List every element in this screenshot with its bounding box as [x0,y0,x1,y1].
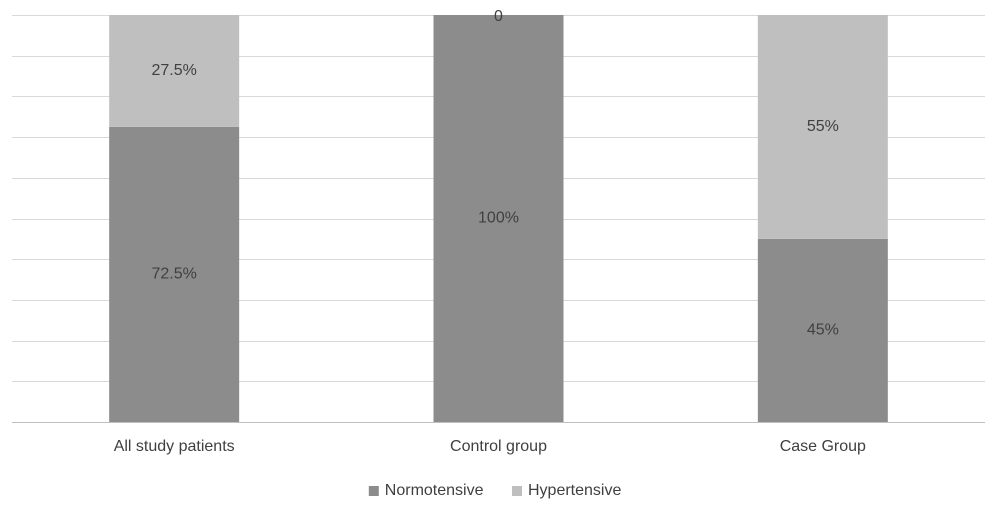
data-label-hypertensive-1: 27.5% [151,62,196,79]
bar-normotensive-2 [433,15,564,422]
legend-swatch-normotensive [368,486,379,496]
data-label-hypertensive-3: 55% [807,118,839,135]
legend: Normotensive Hypertensive [368,482,621,499]
data-label-hypertensive-2: 0 [494,8,503,25]
category-axis-labels: All study patients Control group Case Grou… [114,438,866,455]
data-label-normotensive-2: 100% [478,210,519,227]
legend-label-hypertensive: Hypertensive [528,482,621,499]
data-label-normotensive-3: 45% [807,322,839,339]
bars [109,15,888,423]
category-label: All study patients [114,438,235,455]
category-label: Control group [450,438,547,455]
legend-label-normotensive: Normotensive [385,482,484,499]
bar-normotensive-3 [757,238,888,422]
legend-swatch-hypertensive [512,486,522,496]
data-labels: 72.5% 27.5% 100% 0 45% 55% [151,8,838,338]
bar-hypertensive-3 [757,15,888,239]
category-label: Case Group [780,438,866,455]
data-label-normotensive-1: 72.5% [151,266,196,283]
bar-normotensive-1 [109,126,240,423]
bar-hypertensive-1 [109,15,240,127]
